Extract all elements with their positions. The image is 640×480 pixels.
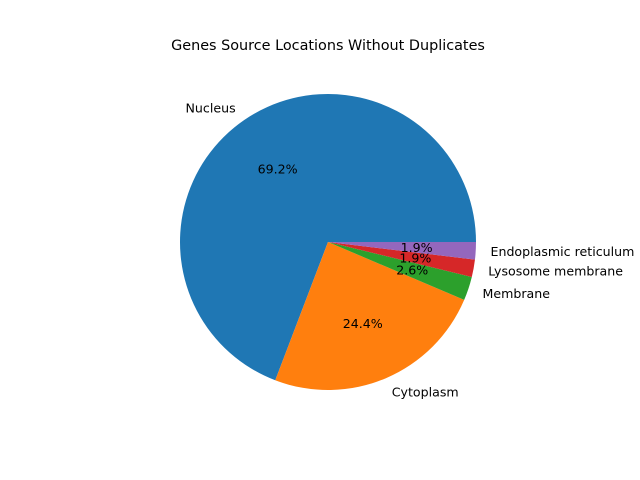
pie-slice-nucleus xyxy=(180,93,477,381)
slice-label-endoplasmic-reticulum: Endoplasmic reticulum xyxy=(491,244,635,259)
slice-label-lysosome-membrane: Lysosome membrane xyxy=(488,264,623,279)
slice-percent-membrane: 2.6% xyxy=(396,262,428,277)
slice-percent-cytoplasm: 24.4% xyxy=(343,316,383,331)
pie-labels: Nucleus 69.2% Cytoplasm 24.4% Membrane 2.6% Ly… xyxy=(186,100,635,399)
slice-percent-lysosome-membrane: 1.9% xyxy=(399,250,431,265)
slice-label-nucleus: Nucleus xyxy=(186,100,236,115)
pie-slices xyxy=(180,93,477,390)
slice-percent-nucleus: 69.2% xyxy=(258,161,298,176)
pie-slice-cytoplasm xyxy=(275,242,465,390)
chart-title: Genes Source Locations Without Duplicate… xyxy=(171,38,485,54)
pie-slice-lysosome-membrane xyxy=(328,242,475,277)
pie-slice-endoplasmic-reticulum xyxy=(328,242,476,260)
pie-slice-membrane xyxy=(328,242,472,300)
slice-percent-endoplasmic-reticulum: 1.9% xyxy=(401,240,433,255)
slice-label-membrane: Membrane xyxy=(483,286,551,301)
slice-label-cytoplasm: Cytoplasm xyxy=(392,384,459,399)
